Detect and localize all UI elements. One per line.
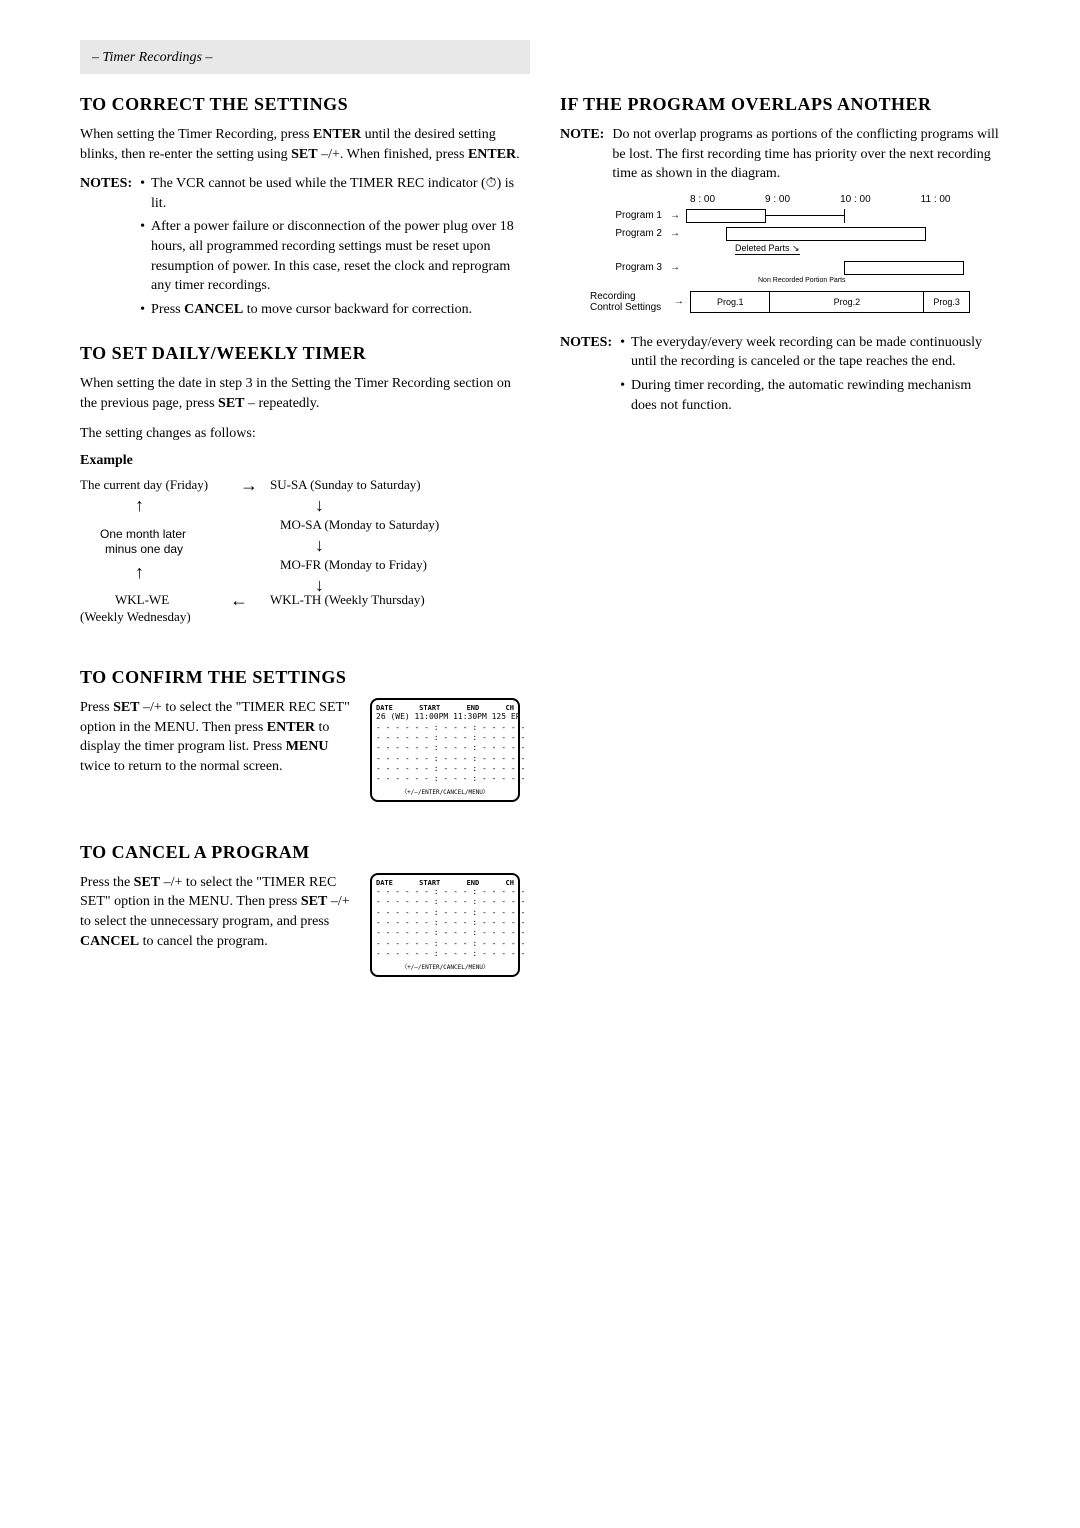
lcd-row: - - - - - - : - - - : - - - - -: [376, 949, 514, 959]
recording-control-row: Recording Control Settings Prog.1 Prog.2…: [590, 291, 970, 313]
lcd-footer: 〈+/–/ENTER/CANCEL/MENU〉: [376, 962, 514, 971]
arrow-right-icon: [670, 262, 686, 273]
cancel-text: Press the SET –/+ to select the "TIMER R…: [80, 873, 350, 977]
note-item: After a power failure or disconnection o…: [140, 217, 520, 295]
daily-title: TO SET DAILY/WEEKLY TIMER: [80, 343, 520, 364]
program-bar: [844, 261, 964, 275]
notes-content: The everyday/every week recording can be…: [620, 333, 1000, 419]
lcd-row: 26 (WE) 11:00PM 11:30PM 125 EP: [376, 712, 514, 722]
lcd-row: - - - - - - : - - - : - - - - -: [376, 918, 514, 928]
breadcrumb-text: – Timer Recordings –: [92, 50, 212, 65]
diag-mofr: MO-FR (Monday to Friday): [280, 557, 427, 573]
cancel-title: TO CANCEL A PROGRAM: [80, 842, 520, 863]
diag-minus-one: minus one day: [105, 542, 183, 556]
correct-notes: NOTES: The VCR cannot be used while the …: [80, 174, 520, 323]
lcd-header: DATE START END CH: [376, 879, 514, 887]
note-label: NOTE:: [560, 125, 612, 184]
confirm-title: TO CONFIRM THE SETTINGS: [80, 667, 520, 688]
lcd-row: - - - - - - : - - - : - - - - -: [376, 733, 514, 743]
arrow-down-icon: [315, 495, 324, 516]
diag-susa: SU-SA (Sunday to Saturday): [270, 477, 421, 493]
arrow-right-icon: [670, 210, 686, 221]
lcd-row: - - - - - - : - - - : - - - - -: [376, 928, 514, 938]
page-header: – Timer Recordings –: [80, 40, 530, 74]
lcd-row: - - - - - - : - - - : - - - - -: [376, 764, 514, 774]
diag-weekly-wed: (Weekly Wednesday): [80, 609, 191, 625]
lcd-row: - - - - - - : - - - : - - - - -: [376, 908, 514, 918]
diag-current-day: The current day (Friday): [80, 477, 208, 493]
program-bar: [726, 227, 926, 241]
right-column: IF THE PROGRAM OVERLAPS ANOTHER NOTE: Do…: [560, 94, 1000, 977]
example-label: Example: [80, 453, 520, 469]
correct-body: When setting the Timer Recording, press …: [80, 125, 520, 164]
note-item: Press CANCEL to move cursor backward for…: [140, 300, 520, 320]
note-item: The VCR cannot be used while the TIMER R…: [140, 174, 520, 213]
program-row: Program 2: [590, 227, 970, 241]
daily-body: When setting the date in step 3 in the S…: [80, 374, 520, 413]
confirm-text: Press SET –/+ to select the "TIMER REC S…: [80, 698, 350, 802]
lcd-row: - - - - - - : - - - : - - - - -: [376, 887, 514, 897]
lcd-row: - - - - - - : - - - : - - - - -: [376, 939, 514, 949]
content-columns: TO CORRECT THE SETTINGS When setting the…: [80, 94, 1000, 977]
confirm-section: Press SET –/+ to select the "TIMER REC S…: [80, 698, 520, 802]
notes-label: NOTES:: [80, 174, 140, 323]
recording-boxes: Prog.1 Prog.2 Prog.3: [690, 291, 970, 313]
arrow-up-icon: [135, 562, 144, 583]
overlap-notes: NOTES: The everyday/every week recording…: [560, 333, 1000, 419]
overlap-note: NOTE: Do not overlap programs as portion…: [560, 125, 1000, 184]
notes-content: The VCR cannot be used while the TIMER R…: [140, 174, 520, 323]
arrow-up-icon: [135, 495, 144, 516]
note-item: The everyday/every week recording can be…: [620, 333, 1000, 372]
program-bar: [686, 209, 766, 223]
lcd-screen-cancel: DATE START END CH - - - - - - : - - - : …: [370, 873, 520, 977]
correct-title: TO CORRECT THE SETTINGS: [80, 94, 520, 115]
left-column: TO CORRECT THE SETTINGS When setting the…: [80, 94, 520, 977]
overlap-title: IF THE PROGRAM OVERLAPS ANOTHER: [560, 94, 1000, 115]
program-row: Program 1: [590, 209, 970, 223]
arrow-left-icon: [230, 590, 248, 611]
overlap-diagram: 8 : 00 9 : 00 10 : 00 11 : 00 Program 1 …: [590, 194, 970, 313]
example-diagram: The current day (Friday) SU-SA (Sunday t…: [80, 477, 520, 647]
diag-wklth: WKL-TH (Weekly Thursday): [270, 592, 425, 608]
deleted-parts-label: Deleted Parts ↘: [735, 243, 800, 255]
lcd-row: - - - - - - : - - - : - - - - -: [376, 723, 514, 733]
note-item: During timer recording, the automatic re…: [620, 376, 1000, 415]
notes-label: NOTES:: [560, 333, 620, 419]
daily-body2: The setting changes as follows:: [80, 424, 520, 444]
lcd-row: - - - - - - : - - - : - - - - -: [376, 897, 514, 907]
program-row: Program 3: [590, 261, 970, 275]
diag-wklwe: WKL-WE: [115, 592, 169, 608]
non-recorded-label: Non Recorded Portion Parts: [758, 277, 846, 284]
arrow-right-icon: [674, 296, 690, 307]
lcd-row: - - - - - - : - - - : - - - - -: [376, 754, 514, 764]
diag-mosa: MO-SA (Monday to Saturday): [280, 517, 439, 533]
arrow-down-icon: [315, 535, 324, 556]
lcd-row: - - - - - - : - - - : - - - - -: [376, 774, 514, 784]
arrow-right-icon: [240, 475, 258, 496]
lcd-footer: 〈+/–/ENTER/CANCEL/MENU〉: [376, 787, 514, 796]
lcd-header: DATE START END CH: [376, 704, 514, 712]
diag-one-month: One month later: [100, 527, 186, 541]
note-content: Do not overlap programs as portions of t…: [612, 125, 1000, 184]
lcd-row: - - - - - - : - - - : - - - - -: [376, 743, 514, 753]
cancel-section: Press the SET –/+ to select the "TIMER R…: [80, 873, 520, 977]
lcd-screen-confirm: DATE START END CH 26 (WE) 11:00PM 11:30P…: [370, 698, 520, 802]
time-row: 8 : 00 9 : 00 10 : 00 11 : 00: [590, 194, 970, 205]
arrow-right-icon: [670, 228, 686, 239]
